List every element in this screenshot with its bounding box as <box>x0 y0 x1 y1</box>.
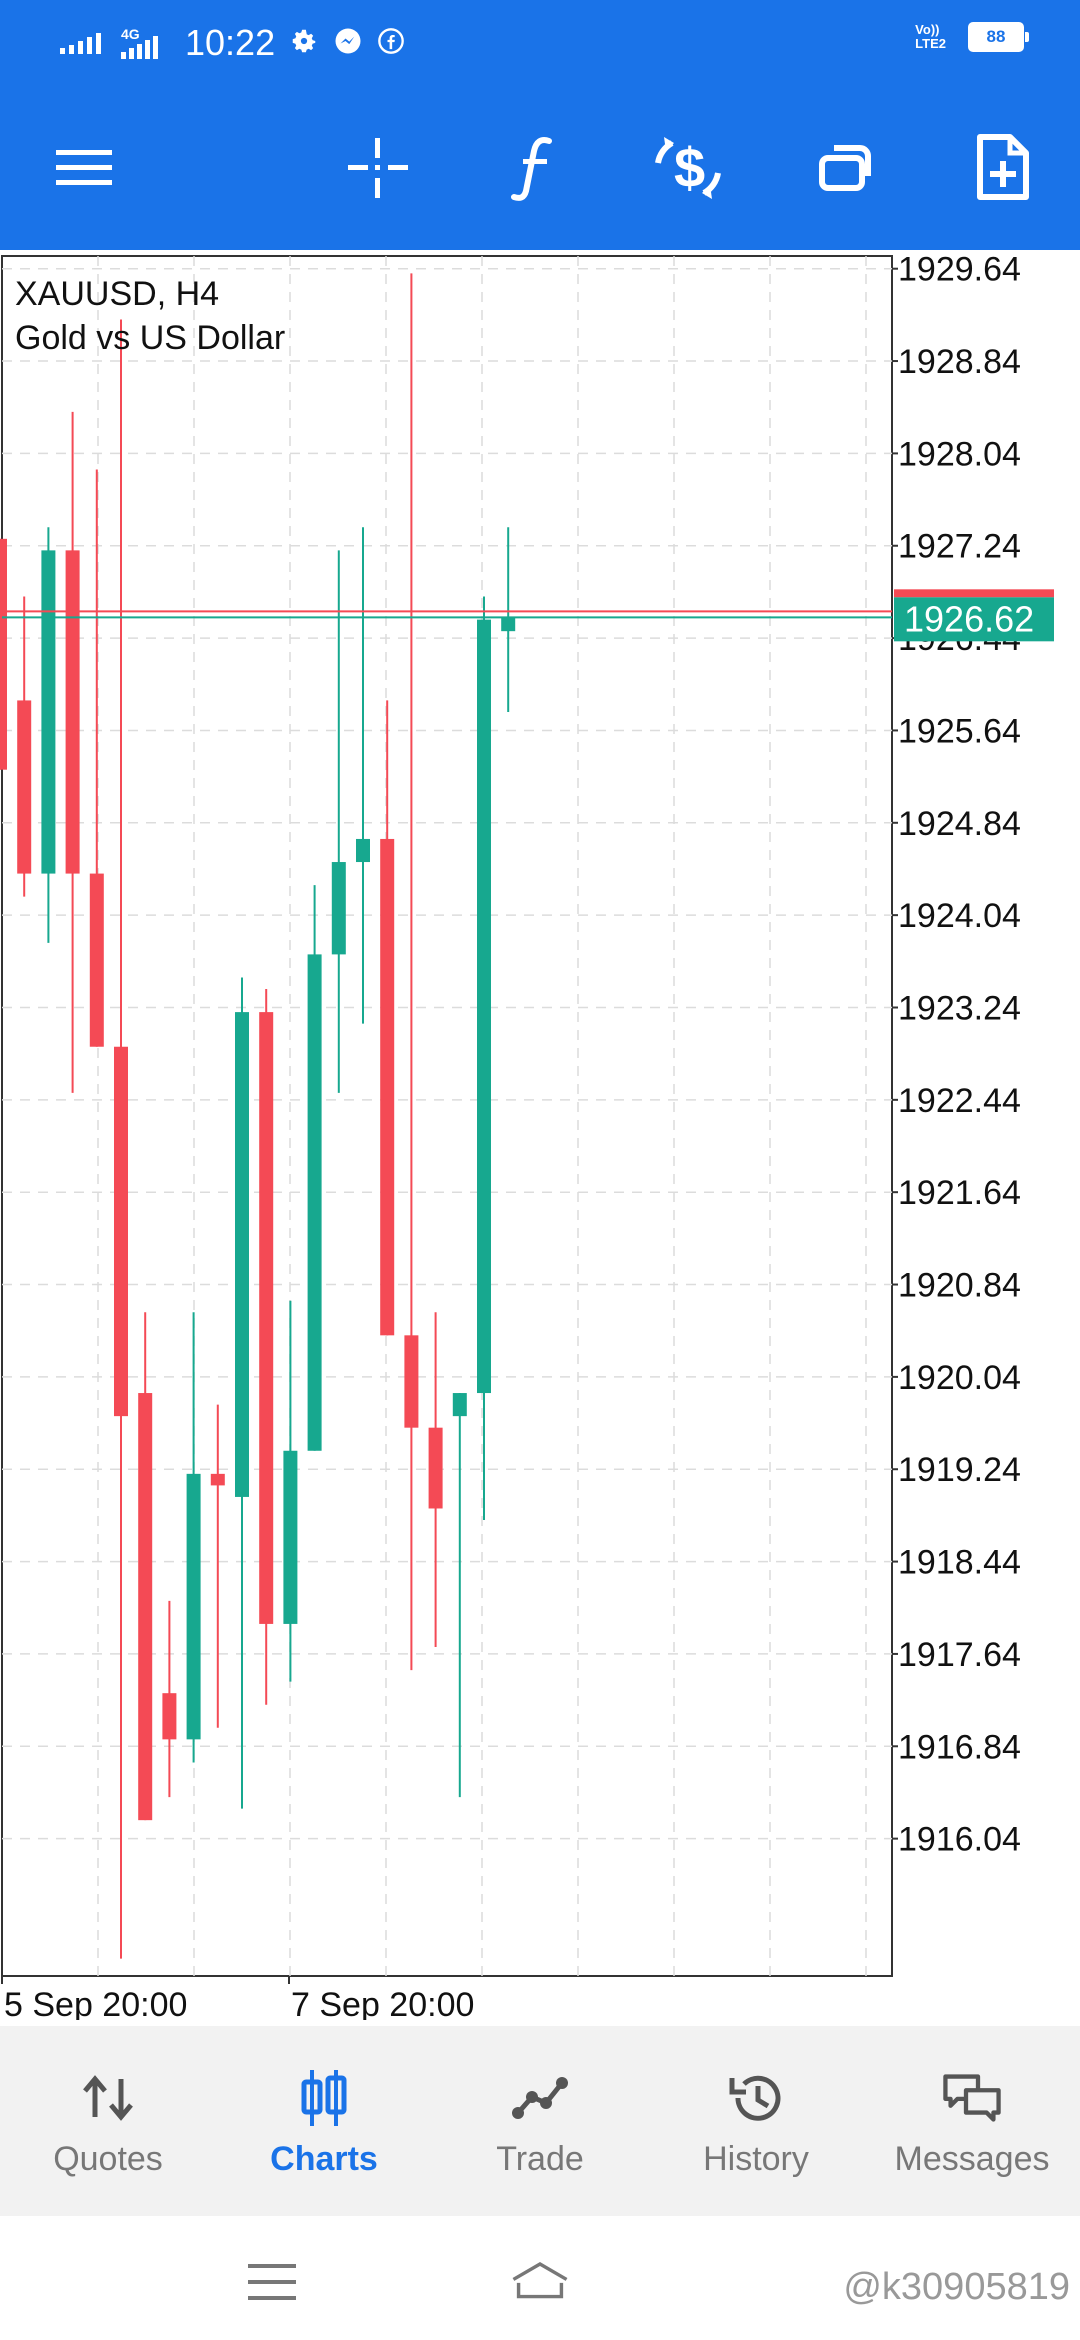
volte-indicator: Vo)) LTE2 <box>915 23 946 51</box>
status-time: 10:22 <box>185 22 276 63</box>
price-label: 1920.04 <box>898 1359 1021 1397</box>
candle-bear <box>89 873 104 1047</box>
nav-history[interactable]: History <box>648 2026 864 2216</box>
price-label: 1917.64 <box>898 1636 1021 1674</box>
messenger-icon <box>333 26 363 61</box>
status-bar-left: 4G 10:22 <box>60 18 405 68</box>
price-label: 1928.04 <box>898 435 1021 473</box>
candle-bear <box>380 838 395 1336</box>
mobile-data-icon: 4G <box>115 26 171 60</box>
nav-trade[interactable]: Trade <box>432 2026 648 2216</box>
candle-bull <box>331 862 346 955</box>
candle-bull <box>41 550 56 874</box>
nav-label-messages: Messages <box>894 2140 1050 2178</box>
top-bar: 4G 10:22 Vo)) LTE2 88 <box>0 0 1080 250</box>
candle-bear <box>17 700 32 874</box>
trade-chart-icon <box>510 2068 570 2128</box>
facebook-icon <box>377 27 405 60</box>
candle-bear <box>138 1393 153 1821</box>
price-label: 1924.04 <box>898 897 1021 935</box>
ask-price-tag <box>894 589 1054 598</box>
charts-icon <box>294 2068 354 2128</box>
price-label: 1923.24 <box>898 989 1021 1027</box>
price-chart[interactable]: 1929.641928.841928.041927.241926.441925.… <box>0 252 1080 2020</box>
candle-bull <box>477 619 491 1394</box>
nav-quotes[interactable]: Quotes <box>0 2026 216 2216</box>
price-label: 1925.64 <box>898 712 1021 750</box>
history-icon <box>726 2068 786 2128</box>
candle-bull <box>283 1450 298 1624</box>
candle-bull <box>307 954 322 1451</box>
crosshair-icon[interactable] <box>338 128 418 208</box>
candle-bull <box>501 617 516 632</box>
time-label: 7 Sep 20:00 <box>291 1986 474 2020</box>
status-bar-right: Vo)) LTE2 88 <box>915 22 1029 52</box>
messages-icon <box>942 2068 1002 2128</box>
system-navigation: @k30905819 <box>0 2216 1080 2340</box>
nav-messages[interactable]: Messages <box>864 2026 1080 2216</box>
new-order-icon[interactable] <box>962 128 1042 208</box>
price-label: 1920.84 <box>898 1267 1021 1305</box>
volte-line1: Vo)) <box>915 22 940 37</box>
home-icon[interactable] <box>510 2252 570 2312</box>
candle-bear <box>114 1046 128 1417</box>
current-price-tag <box>894 597 1054 642</box>
candle-bull <box>356 838 370 863</box>
candle-bull <box>452 1393 467 1417</box>
chart-symbol: XAUUSD, H4 <box>15 275 220 313</box>
menu-icon[interactable] <box>44 128 124 208</box>
nav-label-charts: Charts <box>270 2140 378 2178</box>
chart-description: Gold vs US Dollar <box>15 319 286 357</box>
time-label: 5 Sep 20:00 <box>4 1986 187 2020</box>
price-label: 1916.04 <box>898 1821 1021 1859</box>
watermark-text: @k30905819 <box>843 2266 1070 2308</box>
battery-icon: 88 <box>968 22 1029 52</box>
chart-title: XAUUSD, H4 Gold vs US Dollar <box>15 272 285 360</box>
candle-bear <box>210 1473 225 1486</box>
indicators-icon[interactable] <box>494 128 574 208</box>
price-label: 1918.44 <box>898 1544 1021 1582</box>
candle-bear <box>65 550 80 874</box>
price-label: 1919.24 <box>898 1451 1021 1489</box>
price-label: 1929.64 <box>898 252 1021 289</box>
candle-bull <box>186 1473 201 1740</box>
price-label: 1927.24 <box>898 528 1021 566</box>
quotes-icon <box>78 2068 138 2128</box>
candle-bear <box>404 1335 419 1428</box>
svg-text:$: $ <box>674 136 705 199</box>
candle-bear <box>162 1693 177 1740</box>
recent-apps-icon[interactable] <box>242 2252 302 2312</box>
windows-icon[interactable] <box>806 128 886 208</box>
candle-bull <box>235 1012 249 1497</box>
candlestick-chart[interactable]: 1929.641928.841928.041927.241926.441925.… <box>0 252 1080 2020</box>
current-price-label: 1926.62 <box>904 598 1034 639</box>
trade-icon[interactable]: $ <box>648 128 728 208</box>
volte-line2: LTE2 <box>915 36 946 51</box>
nav-label-quotes: Quotes <box>53 2140 163 2178</box>
price-label: 1928.84 <box>898 343 1021 381</box>
price-label: 1924.84 <box>898 805 1021 843</box>
price-label: 1916.84 <box>898 1728 1021 1766</box>
candle-bear <box>428 1427 443 1509</box>
signal-icon <box>60 32 101 54</box>
nav-label-trade: Trade <box>496 2140 584 2178</box>
bottom-navigation: Quotes Charts Trade History Messages <box>0 2026 1080 2216</box>
settings-gear-icon <box>289 26 319 61</box>
price-label: 1922.44 <box>898 1082 1021 1120</box>
nav-label-history: History <box>703 2140 809 2178</box>
nav-charts[interactable]: Charts <box>216 2026 432 2216</box>
plot-area <box>1 255 893 1977</box>
candle-bear <box>259 1012 274 1624</box>
network-type-label: 4G <box>121 26 140 42</box>
price-label: 1921.64 <box>898 1174 1021 1212</box>
candle-bear <box>0 538 7 770</box>
